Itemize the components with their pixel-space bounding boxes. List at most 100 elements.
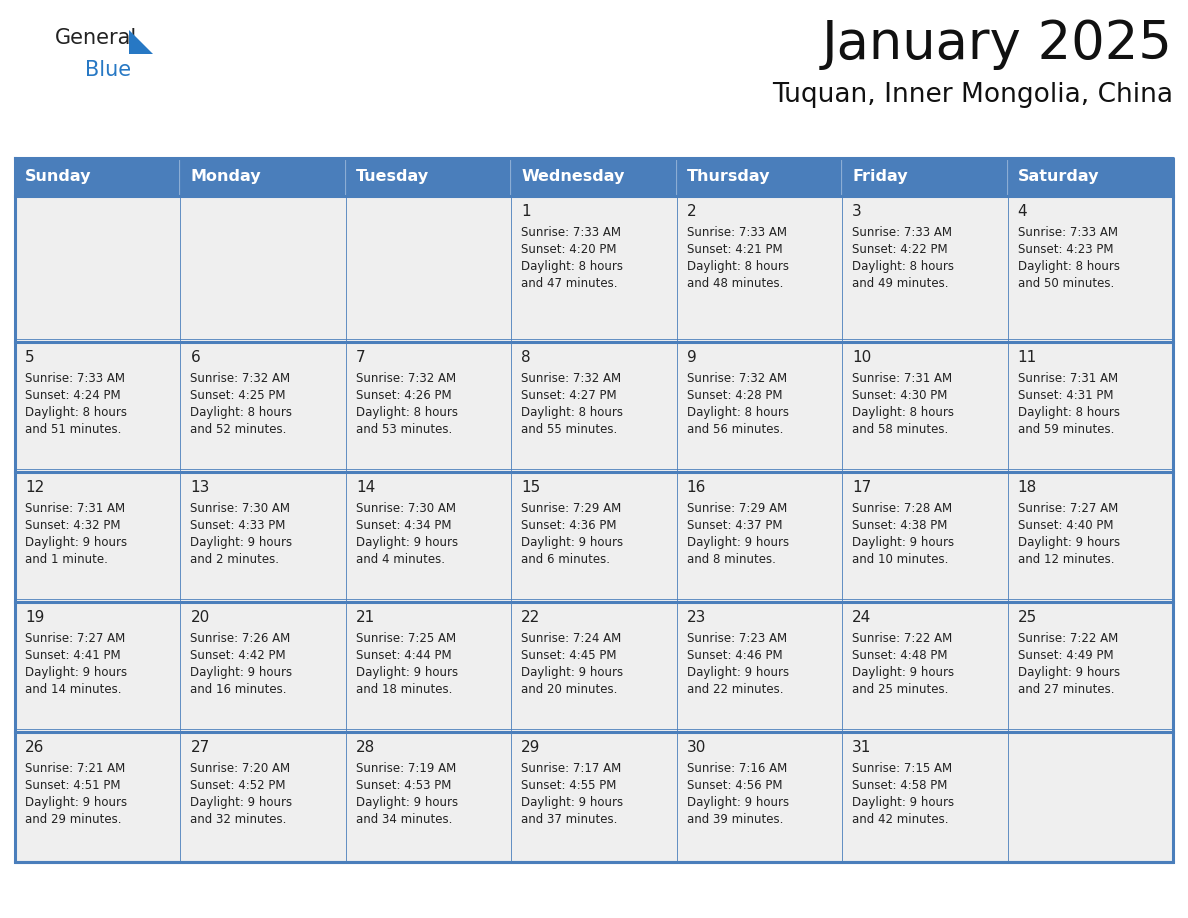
FancyBboxPatch shape [677, 732, 842, 862]
Text: Sunset: 4:22 PM: Sunset: 4:22 PM [852, 243, 948, 256]
Text: Sunrise: 7:32 AM: Sunrise: 7:32 AM [522, 372, 621, 385]
FancyBboxPatch shape [842, 158, 1007, 196]
FancyBboxPatch shape [346, 158, 511, 196]
Text: Sunrise: 7:33 AM: Sunrise: 7:33 AM [687, 226, 786, 239]
FancyBboxPatch shape [346, 732, 511, 862]
Text: Saturday: Saturday [1018, 170, 1099, 185]
Text: Sunset: 4:45 PM: Sunset: 4:45 PM [522, 649, 617, 662]
Text: Daylight: 8 hours: Daylight: 8 hours [852, 406, 954, 419]
Text: General: General [55, 28, 138, 48]
Text: Daylight: 8 hours: Daylight: 8 hours [25, 406, 127, 419]
FancyBboxPatch shape [181, 472, 346, 602]
Text: Daylight: 8 hours: Daylight: 8 hours [190, 406, 292, 419]
Text: Sunrise: 7:23 AM: Sunrise: 7:23 AM [687, 632, 786, 645]
FancyBboxPatch shape [511, 472, 677, 602]
Text: 7: 7 [356, 350, 366, 365]
FancyBboxPatch shape [181, 732, 346, 862]
Text: Daylight: 9 hours: Daylight: 9 hours [25, 666, 127, 679]
FancyBboxPatch shape [15, 342, 181, 472]
Text: Daylight: 9 hours: Daylight: 9 hours [356, 796, 459, 809]
Text: Daylight: 9 hours: Daylight: 9 hours [25, 536, 127, 549]
Text: Sunrise: 7:33 AM: Sunrise: 7:33 AM [1018, 226, 1118, 239]
Text: Daylight: 9 hours: Daylight: 9 hours [1018, 536, 1120, 549]
Text: Sunrise: 7:33 AM: Sunrise: 7:33 AM [852, 226, 952, 239]
Text: and 2 minutes.: and 2 minutes. [190, 553, 279, 566]
Text: Sunset: 4:44 PM: Sunset: 4:44 PM [356, 649, 451, 662]
Text: Sunrise: 7:22 AM: Sunrise: 7:22 AM [1018, 632, 1118, 645]
Text: 25: 25 [1018, 610, 1037, 625]
Text: Sunset: 4:56 PM: Sunset: 4:56 PM [687, 779, 782, 792]
Text: 1: 1 [522, 204, 531, 219]
Text: and 47 minutes.: and 47 minutes. [522, 277, 618, 290]
Text: Sunrise: 7:19 AM: Sunrise: 7:19 AM [356, 762, 456, 775]
Text: Sunrise: 7:33 AM: Sunrise: 7:33 AM [25, 372, 125, 385]
Text: Friday: Friday [852, 170, 908, 185]
FancyBboxPatch shape [15, 472, 181, 602]
Polygon shape [129, 30, 153, 54]
Text: Sunrise: 7:31 AM: Sunrise: 7:31 AM [852, 372, 953, 385]
FancyBboxPatch shape [15, 602, 181, 732]
Text: Sunrise: 7:31 AM: Sunrise: 7:31 AM [1018, 372, 1118, 385]
Text: Sunset: 4:52 PM: Sunset: 4:52 PM [190, 779, 286, 792]
Text: Sunrise: 7:33 AM: Sunrise: 7:33 AM [522, 226, 621, 239]
Text: Sunset: 4:33 PM: Sunset: 4:33 PM [190, 519, 286, 532]
Text: Daylight: 9 hours: Daylight: 9 hours [522, 796, 624, 809]
Text: 17: 17 [852, 480, 871, 495]
FancyBboxPatch shape [346, 342, 511, 472]
Text: Tuquan, Inner Mongolia, China: Tuquan, Inner Mongolia, China [772, 82, 1173, 108]
Text: and 58 minutes.: and 58 minutes. [852, 423, 948, 436]
Text: and 53 minutes.: and 53 minutes. [356, 423, 453, 436]
Text: Sunset: 4:36 PM: Sunset: 4:36 PM [522, 519, 617, 532]
FancyBboxPatch shape [181, 196, 346, 342]
FancyBboxPatch shape [511, 602, 677, 732]
Text: Sunset: 4:25 PM: Sunset: 4:25 PM [190, 389, 286, 402]
Text: Sunrise: 7:16 AM: Sunrise: 7:16 AM [687, 762, 786, 775]
Text: Sunset: 4:58 PM: Sunset: 4:58 PM [852, 779, 948, 792]
Text: Sunday: Sunday [25, 170, 91, 185]
Text: Daylight: 9 hours: Daylight: 9 hours [190, 536, 292, 549]
Text: Sunrise: 7:27 AM: Sunrise: 7:27 AM [25, 632, 125, 645]
Text: 21: 21 [356, 610, 375, 625]
Text: Sunset: 4:32 PM: Sunset: 4:32 PM [25, 519, 120, 532]
FancyBboxPatch shape [346, 472, 511, 602]
Text: and 56 minutes.: and 56 minutes. [687, 423, 783, 436]
Text: Daylight: 8 hours: Daylight: 8 hours [687, 406, 789, 419]
Text: 12: 12 [25, 480, 44, 495]
Text: Sunset: 4:23 PM: Sunset: 4:23 PM [1018, 243, 1113, 256]
Text: Sunset: 4:55 PM: Sunset: 4:55 PM [522, 779, 617, 792]
Text: Daylight: 8 hours: Daylight: 8 hours [852, 260, 954, 273]
Text: and 50 minutes.: and 50 minutes. [1018, 277, 1114, 290]
Text: Sunrise: 7:31 AM: Sunrise: 7:31 AM [25, 502, 125, 515]
Text: and 27 minutes.: and 27 minutes. [1018, 683, 1114, 696]
Text: Daylight: 8 hours: Daylight: 8 hours [1018, 406, 1119, 419]
Text: Wednesday: Wednesday [522, 170, 625, 185]
Text: and 1 minute.: and 1 minute. [25, 553, 108, 566]
Text: 8: 8 [522, 350, 531, 365]
Text: Sunrise: 7:32 AM: Sunrise: 7:32 AM [190, 372, 291, 385]
Text: Daylight: 8 hours: Daylight: 8 hours [356, 406, 457, 419]
Text: Sunset: 4:48 PM: Sunset: 4:48 PM [852, 649, 948, 662]
Text: Daylight: 9 hours: Daylight: 9 hours [687, 796, 789, 809]
Text: Sunset: 4:20 PM: Sunset: 4:20 PM [522, 243, 617, 256]
FancyBboxPatch shape [677, 196, 842, 342]
Text: 31: 31 [852, 740, 872, 755]
Text: Sunrise: 7:27 AM: Sunrise: 7:27 AM [1018, 502, 1118, 515]
Text: Sunset: 4:27 PM: Sunset: 4:27 PM [522, 389, 617, 402]
Text: and 6 minutes.: and 6 minutes. [522, 553, 611, 566]
Text: and 52 minutes.: and 52 minutes. [190, 423, 286, 436]
FancyBboxPatch shape [842, 196, 1007, 342]
Text: 5: 5 [25, 350, 34, 365]
Text: Sunset: 4:42 PM: Sunset: 4:42 PM [190, 649, 286, 662]
FancyBboxPatch shape [1007, 472, 1173, 602]
Text: 24: 24 [852, 610, 871, 625]
Text: Sunrise: 7:22 AM: Sunrise: 7:22 AM [852, 632, 953, 645]
Text: Sunset: 4:21 PM: Sunset: 4:21 PM [687, 243, 783, 256]
Text: 23: 23 [687, 610, 706, 625]
FancyBboxPatch shape [842, 602, 1007, 732]
FancyBboxPatch shape [1007, 158, 1173, 196]
Text: and 55 minutes.: and 55 minutes. [522, 423, 618, 436]
FancyBboxPatch shape [181, 342, 346, 472]
FancyBboxPatch shape [15, 196, 181, 342]
Text: Sunset: 4:26 PM: Sunset: 4:26 PM [356, 389, 451, 402]
Text: Sunrise: 7:17 AM: Sunrise: 7:17 AM [522, 762, 621, 775]
